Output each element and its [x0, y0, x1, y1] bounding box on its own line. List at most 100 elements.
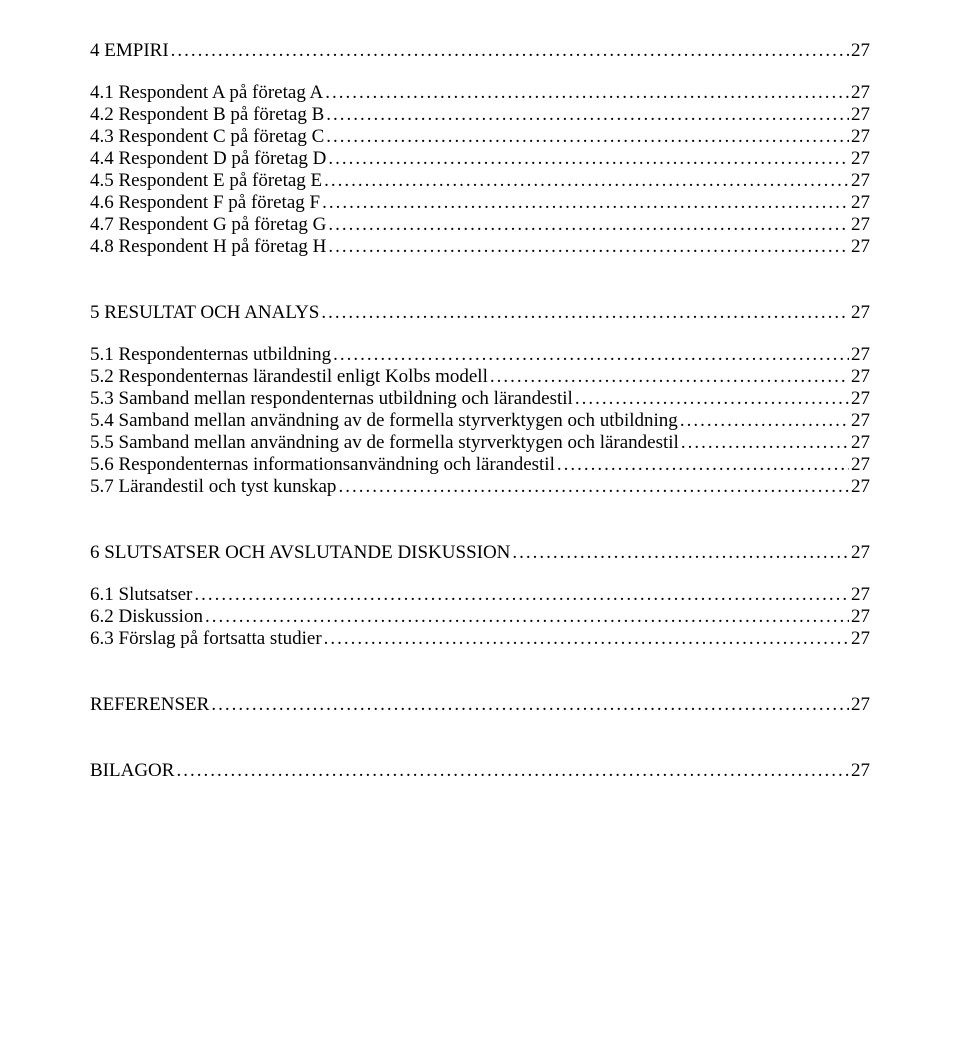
toc-page-number: 27 [851, 454, 870, 476]
toc-entry: 6.3 Förslag på fortsatta studier 27 [90, 628, 870, 650]
toc-label: 4.2 Respondent B på företag B [90, 104, 324, 126]
toc-leader-dots [325, 82, 849, 104]
toc-entry: 5.2 Respondenternas lärandestil enligt K… [90, 366, 870, 388]
toc-page-number: 27 [851, 410, 870, 432]
toc-label: 5.4 Samband mellan användning av de form… [90, 410, 678, 432]
toc-leader-dots [324, 628, 849, 650]
toc-leader-dots [328, 148, 849, 170]
table-of-contents: 4 EMPIRI 274.1 Respondent A på företag A… [90, 40, 870, 782]
toc-label: 6.2 Diskussion [90, 606, 203, 628]
toc-page-number: 27 [851, 694, 870, 716]
toc-heading: 5 RESULTAT OCH ANALYS 27 [90, 302, 870, 324]
toc-entry: 5.5 Samband mellan användning av de form… [90, 432, 870, 454]
toc-page-number: 27 [851, 148, 870, 170]
toc-page-number: 27 [851, 104, 870, 126]
toc-heading: REFERENSER 27 [90, 694, 870, 716]
toc-page-number: 27 [851, 432, 870, 454]
toc-page-number: 27 [851, 344, 870, 366]
toc-page-number: 27 [851, 192, 870, 214]
toc-entry: 5.1 Respondenternas utbildning 27 [90, 344, 870, 366]
toc-heading: 4 EMPIRI 27 [90, 40, 870, 62]
toc-entry: 5.6 Respondenternas informationsanvändni… [90, 454, 870, 476]
toc-label: 6.1 Slutsatser [90, 584, 192, 606]
toc-page-number: 27 [851, 388, 870, 410]
toc-leader-dots [680, 410, 849, 432]
toc-entry: 5.4 Samband mellan användning av de form… [90, 410, 870, 432]
toc-label: 6.3 Förslag på fortsatta studier [90, 628, 322, 650]
toc-entry: 4.8 Respondent H på företag H 27 [90, 236, 870, 258]
toc-heading: 6 SLUTSATSER OCH AVSLUTANDE DISKUSSION 2… [90, 542, 870, 564]
toc-gap [90, 716, 870, 760]
toc-label: 4.5 Respondent E på företag E [90, 170, 322, 192]
toc-label: 5.2 Respondenternas lärandestil enligt K… [90, 366, 488, 388]
toc-entry: 6.2 Diskussion 27 [90, 606, 870, 628]
toc-page-number: 27 [851, 40, 870, 62]
toc-leader-dots [324, 170, 849, 192]
toc-label: 4 EMPIRI [90, 40, 169, 62]
toc-page-number: 27 [851, 606, 870, 628]
toc-page-number: 27 [851, 236, 870, 258]
toc-label: 4.6 Respondent F på företag F [90, 192, 320, 214]
toc-leader-dots [326, 126, 849, 148]
toc-leader-dots [321, 302, 849, 324]
toc-page-number: 27 [851, 476, 870, 498]
toc-page-number: 27 [851, 214, 870, 236]
toc-gap [90, 258, 870, 302]
toc-label: REFERENSER [90, 694, 209, 716]
toc-label: 5.7 Lärandestil och tyst kunskap [90, 476, 336, 498]
toc-entry: 5.3 Samband mellan respondenternas utbil… [90, 388, 870, 410]
toc-page-number: 27 [851, 542, 870, 564]
toc-leader-dots [176, 760, 849, 782]
toc-label: BILAGOR [90, 760, 174, 782]
toc-label: 4.3 Respondent C på företag C [90, 126, 324, 148]
toc-page-number: 27 [851, 760, 870, 782]
toc-leader-dots [328, 236, 849, 258]
toc-leader-dots [681, 432, 849, 454]
toc-leader-dots [205, 606, 849, 628]
toc-page-number: 27 [851, 584, 870, 606]
toc-label: 5.1 Respondenternas utbildning [90, 344, 331, 366]
toc-label: 5.6 Respondenternas informationsanvändni… [90, 454, 555, 476]
toc-entry: 4.5 Respondent E på företag E 27 [90, 170, 870, 192]
toc-label: 5.3 Samband mellan respondenternas utbil… [90, 388, 573, 410]
toc-entry: 4.4 Respondent D på företag D 27 [90, 148, 870, 170]
toc-label: 4.4 Respondent D på företag D [90, 148, 326, 170]
toc-leader-dots [328, 214, 849, 236]
toc-leader-dots [512, 542, 849, 564]
toc-leader-dots [194, 584, 849, 606]
toc-label: 5 RESULTAT OCH ANALYS [90, 302, 319, 324]
toc-page-number: 27 [851, 82, 870, 104]
toc-label: 6 SLUTSATSER OCH AVSLUTANDE DISKUSSION [90, 542, 510, 564]
toc-leader-dots [326, 104, 849, 126]
toc-heading: BILAGOR 27 [90, 760, 870, 782]
toc-label: 4.8 Respondent H på företag H [90, 236, 326, 258]
toc-leader-dots [557, 454, 849, 476]
toc-entry: 6.1 Slutsatser 27 [90, 584, 870, 606]
toc-entry: 4.6 Respondent F på företag F 27 [90, 192, 870, 214]
toc-leader-dots [322, 192, 849, 214]
toc-page-number: 27 [851, 170, 870, 192]
toc-page-number: 27 [851, 126, 870, 148]
toc-page-number: 27 [851, 366, 870, 388]
toc-gap [90, 498, 870, 542]
toc-leader-dots [575, 388, 849, 410]
toc-page-number: 27 [851, 302, 870, 324]
toc-label: 4.1 Respondent A på företag A [90, 82, 323, 104]
toc-entry: 5.7 Lärandestil och tyst kunskap 27 [90, 476, 870, 498]
toc-entry: 4.3 Respondent C på företag C 27 [90, 126, 870, 148]
toc-page-number: 27 [851, 628, 870, 650]
toc-leader-dots [211, 694, 849, 716]
toc-entry: 4.7 Respondent G på företag G 27 [90, 214, 870, 236]
toc-leader-dots [338, 476, 849, 498]
toc-entry: 4.1 Respondent A på företag A 27 [90, 82, 870, 104]
toc-label: 5.5 Samband mellan användning av de form… [90, 432, 679, 454]
toc-entry: 4.2 Respondent B på företag B 27 [90, 104, 870, 126]
toc-gap [90, 564, 870, 584]
toc-leader-dots [333, 344, 849, 366]
toc-gap [90, 62, 870, 82]
toc-gap [90, 650, 870, 694]
toc-label: 4.7 Respondent G på företag G [90, 214, 326, 236]
toc-leader-dots [171, 40, 849, 62]
toc-gap [90, 324, 870, 344]
toc-leader-dots [490, 366, 849, 388]
